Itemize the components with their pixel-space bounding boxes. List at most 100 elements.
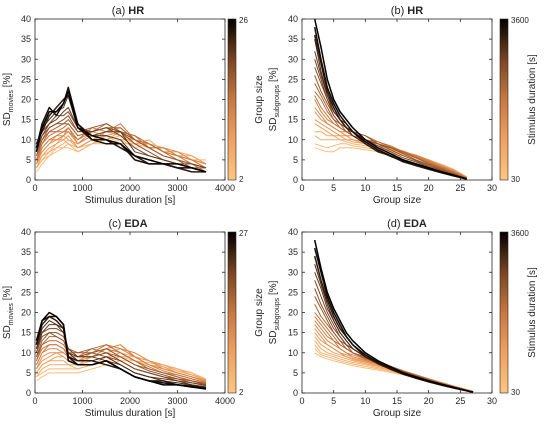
series-line bbox=[36, 360, 207, 382]
x-tick-label: 15 bbox=[392, 396, 402, 406]
x-tick-label: 30 bbox=[487, 183, 497, 193]
x-tick-label: 0 bbox=[32, 183, 37, 193]
panel-b-title: (b) HR bbox=[391, 5, 423, 17]
panel-title-prefix: (a) bbox=[112, 5, 129, 17]
y-label-unit: [%] bbox=[2, 73, 13, 90]
series-line bbox=[314, 67, 467, 180]
series-line bbox=[35, 311, 207, 390]
series-line bbox=[313, 239, 474, 393]
colorbar-min-label: 30 bbox=[511, 388, 520, 397]
colorbar bbox=[227, 231, 237, 394]
panel-title-prefix: (c) bbox=[108, 218, 124, 230]
y-tick-label: 0 bbox=[26, 175, 31, 185]
x-tick-label: 30 bbox=[487, 396, 497, 406]
x-axis-label: Group size bbox=[373, 408, 422, 419]
series-line bbox=[35, 328, 207, 387]
y-label-main: SD bbox=[268, 118, 279, 132]
y-label-unit: [%] bbox=[268, 280, 279, 297]
y-tick-label: 10 bbox=[288, 135, 298, 145]
x-tick-label: 1000 bbox=[72, 183, 92, 193]
x-tick-label: 25 bbox=[455, 183, 465, 193]
y-tick-label: 5 bbox=[26, 368, 31, 378]
y-label-main: SD bbox=[2, 325, 13, 339]
colorbar bbox=[227, 18, 237, 181]
y-tick-label: 15 bbox=[288, 115, 298, 125]
x-tick-label: 4000 bbox=[215, 396, 235, 406]
y-tick-label: 15 bbox=[288, 328, 298, 338]
panel-title-bold: EDA bbox=[124, 218, 147, 230]
series-line bbox=[313, 247, 474, 393]
y-tick-label: 15 bbox=[21, 115, 31, 125]
colorbar-label: Stimulus duration [s] bbox=[527, 267, 538, 358]
colorbar-max-label: 26 bbox=[239, 16, 248, 25]
y-tick-label: 0 bbox=[26, 388, 31, 398]
colorbar-min-label: 30 bbox=[511, 175, 520, 184]
x-axis-label: Stimulus duration [s] bbox=[85, 408, 176, 419]
series-line bbox=[35, 340, 207, 384]
panel-d: (d) EDA 0 5 10 15 20 25 30 0 5 10 15 20 25 30 35 40 Group… bbox=[268, 218, 538, 419]
y-tick-label: 30 bbox=[288, 267, 298, 277]
series-line bbox=[314, 336, 474, 392]
panel-title-bold: HR bbox=[407, 5, 423, 17]
y-label-subscript: subgroups bbox=[274, 297, 281, 330]
y-tick-label: 40 bbox=[21, 227, 31, 237]
panel-a: (a) HR 0 1000 2000 3000 4000 0 5 10 15 20 25 30 35 40 S… bbox=[2, 5, 265, 206]
colorbar bbox=[499, 18, 509, 181]
y-tick-label: 40 bbox=[21, 14, 31, 24]
x-tick-label: 4000 bbox=[215, 183, 235, 193]
y-label-subscript: subgroups bbox=[274, 84, 281, 117]
y-tick-label: 35 bbox=[21, 34, 31, 44]
colorbar-label: Stimulus duration [s] bbox=[527, 54, 538, 145]
series-line bbox=[35, 332, 207, 386]
y-label-unit: [%] bbox=[2, 286, 13, 303]
panel-title-prefix: (b) bbox=[391, 5, 408, 17]
x-tick-label: 3000 bbox=[167, 183, 187, 193]
y-tick-label: 20 bbox=[21, 95, 31, 105]
y-tick-label: 15 bbox=[21, 328, 31, 338]
panel-c-title: (c) EDA bbox=[108, 218, 147, 230]
panel-c: (c) EDA 0 1000 2000 3000 4000 0 5 10 15 20 25 30 35 40… bbox=[2, 218, 265, 419]
x-tick-label: 0 bbox=[299, 396, 304, 406]
x-tick-label: 15 bbox=[392, 183, 402, 193]
x-tick-label: 20 bbox=[424, 396, 434, 406]
series-line bbox=[35, 123, 207, 173]
series-line bbox=[35, 344, 207, 383]
y-tick-label: 20 bbox=[21, 308, 31, 318]
colorbar-max-label: 3600 bbox=[511, 16, 529, 25]
x-tick-label: 5 bbox=[331, 183, 336, 193]
y-label-main: SD bbox=[2, 112, 13, 126]
x-tick-label: 25 bbox=[455, 396, 465, 406]
series-line bbox=[314, 280, 474, 393]
series-line bbox=[314, 99, 467, 179]
series-line bbox=[35, 344, 207, 383]
y-tick-label: 25 bbox=[21, 287, 31, 297]
series-line bbox=[314, 39, 467, 180]
x-axis-label: Stimulus duration [s] bbox=[85, 195, 176, 206]
panel-title-prefix: (d) bbox=[387, 218, 404, 230]
x-tick-label: 5 bbox=[331, 396, 336, 406]
panel-a-title: (a) HR bbox=[112, 5, 144, 17]
colorbar-min-label: 2 bbox=[239, 175, 244, 184]
series-line bbox=[314, 340, 474, 392]
y-tick-label: 40 bbox=[288, 14, 298, 24]
x-tick-label: 20 bbox=[424, 183, 434, 193]
y-label-subscript: movies bbox=[8, 303, 15, 326]
y-tick-label: 0 bbox=[293, 388, 298, 398]
y-tick-label: 5 bbox=[293, 155, 298, 165]
y-label-unit: [%] bbox=[268, 67, 279, 84]
y-label-main: SD bbox=[268, 331, 279, 345]
x-tick-label: 1000 bbox=[72, 396, 92, 406]
y-tick-label: 30 bbox=[21, 54, 31, 64]
y-label-subscript: movies bbox=[8, 90, 15, 113]
x-tick-label: 2000 bbox=[120, 396, 140, 406]
panel-title-bold: EDA bbox=[404, 218, 427, 230]
series-line bbox=[35, 107, 207, 173]
y-tick-label: 10 bbox=[21, 135, 31, 145]
y-tick-label: 20 bbox=[288, 308, 298, 318]
panel-title-bold: HR bbox=[128, 5, 144, 17]
y-tick-label: 35 bbox=[288, 247, 298, 257]
series-line bbox=[35, 344, 207, 384]
series-line bbox=[314, 288, 474, 393]
series-line bbox=[314, 83, 467, 179]
